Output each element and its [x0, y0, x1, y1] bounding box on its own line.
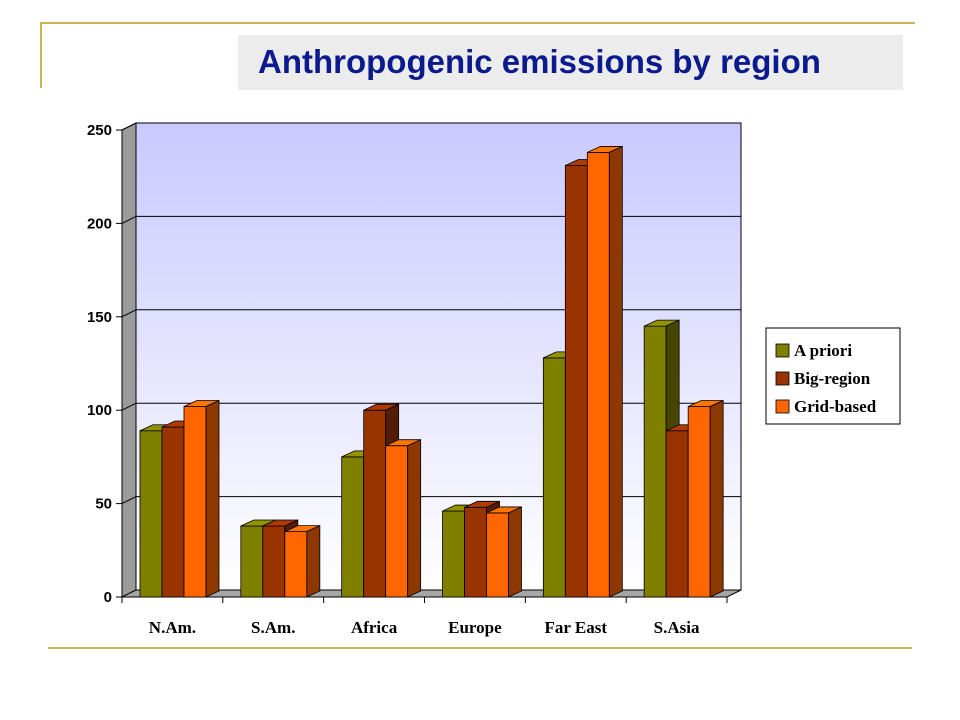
- legend-label: A priori: [794, 341, 852, 360]
- top-accent-rule: [40, 22, 915, 24]
- gridline-side: [121, 309, 137, 318]
- gridline-side: [121, 402, 137, 411]
- x-category-label: Far East: [545, 618, 608, 637]
- legend-swatch: [775, 399, 790, 414]
- x-category-label: Africa: [351, 618, 398, 637]
- chart-legend: A priori Big-region Grid-based: [765, 327, 901, 425]
- bar-front: [542, 357, 566, 598]
- bar-side: [407, 439, 422, 598]
- bar-front: [183, 406, 207, 598]
- bar-side: [508, 506, 522, 598]
- bar-front: [564, 165, 588, 598]
- gridline-side: [121, 496, 137, 505]
- y-tick-label: 150: [87, 309, 112, 326]
- x-category-label: N.Am.: [149, 618, 196, 637]
- y-tick-label: 0: [104, 589, 112, 606]
- bar-front: [284, 531, 308, 598]
- bar-front: [464, 506, 487, 598]
- bar-front: [385, 445, 409, 598]
- bar-side: [608, 145, 623, 598]
- x-category-label: Europe: [448, 618, 502, 637]
- bottom-accent-rule: [48, 647, 912, 649]
- x-category-label: S.Am.: [251, 618, 295, 637]
- bar: [284, 524, 321, 598]
- y-tick-label: 50: [95, 496, 112, 513]
- bar-front: [687, 406, 711, 598]
- bar: [486, 506, 522, 598]
- y-tick-label: 250: [87, 122, 112, 139]
- bar-front: [442, 510, 465, 598]
- y-tick-label: 100: [87, 402, 112, 419]
- bar-side: [205, 399, 220, 598]
- legend-label: Grid-based: [794, 397, 877, 416]
- y-tick-label: 200: [87, 215, 112, 232]
- page-title: Anthropogenic emissions by region: [258, 43, 821, 80]
- bar-front: [139, 430, 163, 598]
- bar-front: [586, 152, 610, 598]
- bar: [586, 145, 623, 598]
- legend-swatch: [775, 343, 790, 358]
- bar-front: [341, 456, 365, 598]
- bar-front: [643, 325, 667, 598]
- bar: [385, 439, 422, 598]
- bar: [687, 399, 724, 598]
- x-category-label: S.Asia: [654, 618, 700, 637]
- legend-label: Big-region: [794, 369, 871, 388]
- bar: [183, 399, 220, 598]
- gridline-side: [121, 215, 137, 224]
- side-wall: [121, 122, 137, 598]
- left-accent-rule: [40, 22, 42, 88]
- gridline-side: [121, 122, 137, 131]
- bar-front: [240, 525, 264, 598]
- bar-front: [262, 525, 286, 598]
- bar-front: [665, 430, 689, 598]
- bar-side: [306, 524, 321, 598]
- bar-front: [363, 409, 387, 598]
- plot-area: 0 50 100 150 200 250 N.Am. S.Am. Africa Europe Far…: [87, 122, 742, 637]
- legend-swatch: [775, 371, 790, 386]
- bar-front: [486, 512, 509, 598]
- title-box: Anthropogenic emissions by region: [238, 35, 903, 90]
- bar-side: [709, 399, 724, 598]
- bar-front: [161, 426, 185, 598]
